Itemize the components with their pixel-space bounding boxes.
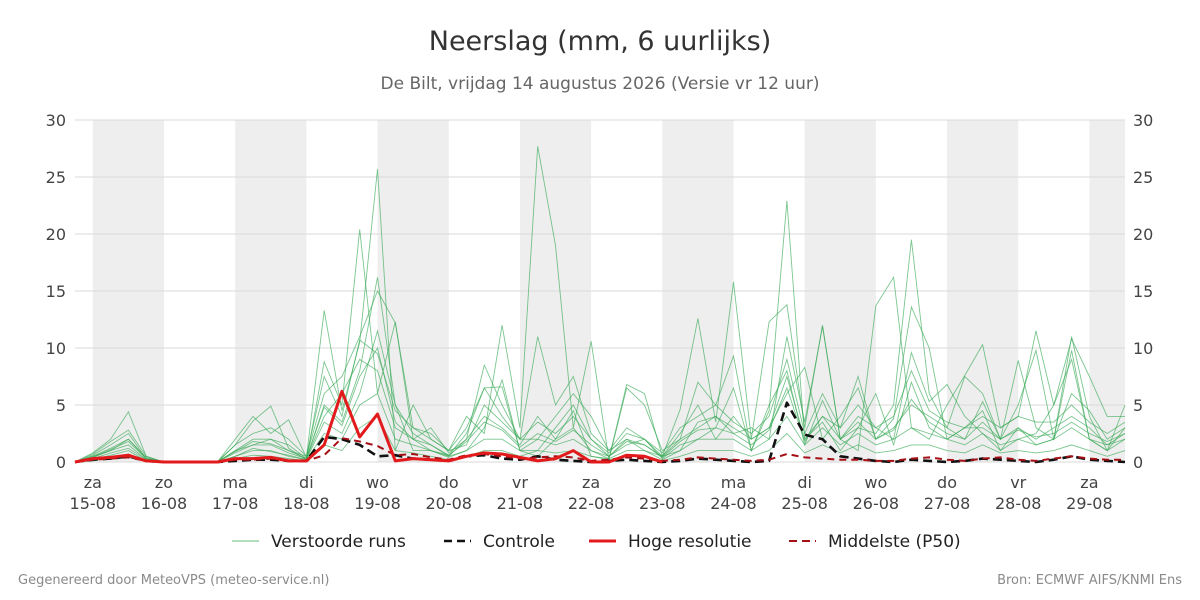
footer-generator: Gegenereerd door MeteoVPS (meteo-service… [18, 573, 330, 588]
y-tick-label: 30 [46, 111, 66, 130]
x-tick-date: 25-08 [781, 494, 828, 513]
x-tick-date: 22-08 [568, 494, 615, 513]
y-axis-left: 0 5 10 15 20 25 30 [46, 111, 66, 472]
y-tick-label: 10 [46, 339, 66, 358]
y-tick-label: 25 [46, 168, 66, 187]
x-tick-date: 27-08 [924, 494, 971, 513]
ensemble-run-line [74, 339, 1126, 463]
x-tick-date: 28-08 [995, 494, 1042, 513]
y-tick-label: 0 [56, 453, 66, 472]
y-tick-label: 15 [1133, 282, 1153, 301]
x-tick-day: do [439, 473, 459, 492]
chart-title: Neerslag (mm, 6 uurlijks) [429, 26, 771, 57]
x-tick-day: ma [721, 473, 746, 492]
legend-label: Controle [483, 532, 555, 552]
y-tick-label: 5 [1133, 396, 1143, 415]
y-tick-label: 20 [46, 225, 66, 244]
ensemble-run-line [74, 392, 1126, 463]
x-tick-day: di [797, 473, 812, 492]
x-tick-date: 18-08 [283, 494, 330, 513]
x-tick-date: 21-08 [497, 494, 544, 513]
x-tick-day: vr [512, 473, 528, 492]
ensemble-run-line [74, 329, 1126, 463]
x-tick-day: di [299, 473, 314, 492]
ensemble-run-line [74, 289, 1126, 463]
y-tick-label: 5 [56, 396, 66, 415]
x-tick-day: za [582, 473, 600, 492]
main-series [74, 389, 1126, 464]
ensemble-run-line [74, 415, 1126, 463]
x-tick-date: 15-08 [70, 494, 117, 513]
x-tick-date: 20-08 [425, 494, 472, 513]
y-tick-label: 30 [1133, 111, 1153, 130]
legend-label: Middelste (P50) [828, 532, 961, 552]
x-tick-day: vr [1010, 473, 1026, 492]
x-tick-day: zo [155, 473, 173, 492]
x-tick-date: 24-08 [710, 494, 757, 513]
x-tick-day: wo [864, 473, 887, 492]
x-tick-date: 23-08 [639, 494, 686, 513]
y-tick-label: 10 [1133, 339, 1153, 358]
series-line-hoge-resolutie [74, 389, 663, 464]
x-tick-date: 29-08 [1066, 494, 1113, 513]
legend: Verstoorde runs Controle Hoge resolutie Mid… [232, 532, 961, 552]
legend-label: Hoge resolutie [628, 532, 752, 552]
x-axis: za 15-08 zo 16-08 ma 17-08 di 18-08 wo 19-08 do 20-… [70, 473, 1113, 513]
legend-label: Verstoorde runs [271, 532, 406, 552]
x-tick-day: do [937, 473, 957, 492]
x-tick-day: zo [653, 473, 671, 492]
footer-source: Bron: ECMWF AIFS/KNMI Ens [997, 573, 1182, 588]
x-tick-date: 16-08 [141, 494, 188, 513]
x-tick-date: 17-08 [212, 494, 259, 513]
ensemble-run-line [74, 146, 1126, 463]
x-tick-date: 26-08 [853, 494, 900, 513]
x-tick-date: 19-08 [354, 494, 401, 513]
ensemble-run-line [74, 346, 1126, 463]
x-tick-day: ma [222, 473, 247, 492]
chart-subtitle: De Bilt, vrijdag 14 augustus 2026 (Versi… [381, 74, 820, 94]
series-line-middelste-p50 [74, 437, 1125, 463]
x-tick-day: za [84, 473, 102, 492]
y-tick-label: 15 [46, 282, 66, 301]
ensemble-runs [74, 146, 1126, 463]
y-tick-label: 25 [1133, 168, 1153, 187]
y-tick-label: 20 [1133, 225, 1153, 244]
y-axis-right: 0 5 10 15 20 25 30 [1133, 111, 1153, 472]
ensemble-run-line [74, 358, 1126, 463]
ensemble-run-line [74, 229, 1125, 463]
x-tick-day: za [1080, 473, 1098, 492]
x-tick-day: wo [366, 473, 389, 492]
y-tick-label: 0 [1133, 453, 1143, 472]
